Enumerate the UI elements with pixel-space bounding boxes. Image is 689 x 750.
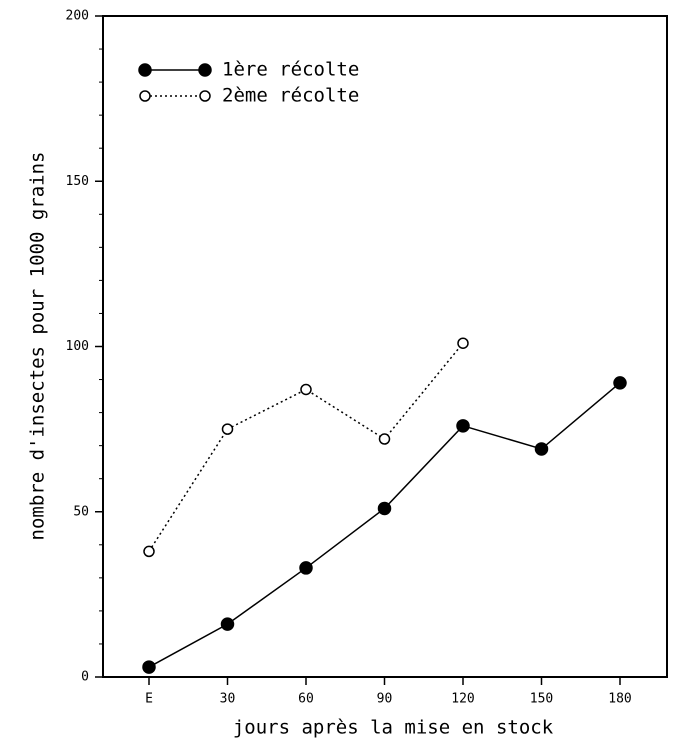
x-tick-label: 120 bbox=[451, 692, 474, 707]
data-point bbox=[457, 337, 469, 349]
y-tick-label: 50 bbox=[73, 504, 89, 519]
legend-marker bbox=[199, 90, 211, 102]
x-tick-label: 150 bbox=[530, 692, 553, 707]
y-tick-label: 0 bbox=[81, 670, 89, 685]
data-point bbox=[221, 423, 234, 435]
x-tick-label: 90 bbox=[377, 692, 393, 707]
plot-frame bbox=[102, 15, 668, 678]
data-point bbox=[613, 376, 627, 390]
x-tick-label: 30 bbox=[220, 692, 236, 707]
x-tick-label: 180 bbox=[608, 692, 631, 707]
data-point bbox=[534, 442, 549, 456]
data-point bbox=[300, 383, 312, 396]
legend-marker bbox=[139, 90, 151, 102]
y-tick-label: 150 bbox=[66, 174, 89, 189]
data-point bbox=[142, 660, 156, 674]
legend-marker bbox=[138, 63, 152, 77]
legend-marker bbox=[198, 63, 212, 77]
legend-label: 2ème récolte bbox=[222, 85, 359, 107]
x-tick-label: E bbox=[145, 692, 153, 707]
series-line bbox=[148, 342, 464, 552]
data-point bbox=[220, 617, 235, 631]
data-point bbox=[143, 545, 155, 558]
y-axis-label: nombre d'insectes pour 1000 grains bbox=[27, 152, 49, 541]
data-point bbox=[377, 501, 392, 516]
data-point bbox=[456, 419, 470, 433]
x-axis-label: jours après la mise en stock bbox=[233, 717, 554, 739]
series-line bbox=[148, 382, 621, 668]
legend-label: 1ère récolte bbox=[222, 59, 359, 81]
data-point bbox=[299, 561, 313, 575]
y-tick-label: 100 bbox=[66, 339, 89, 354]
x-tick-label: 60 bbox=[298, 692, 314, 707]
data-point bbox=[378, 433, 391, 445]
y-tick-label: 200 bbox=[66, 9, 89, 24]
